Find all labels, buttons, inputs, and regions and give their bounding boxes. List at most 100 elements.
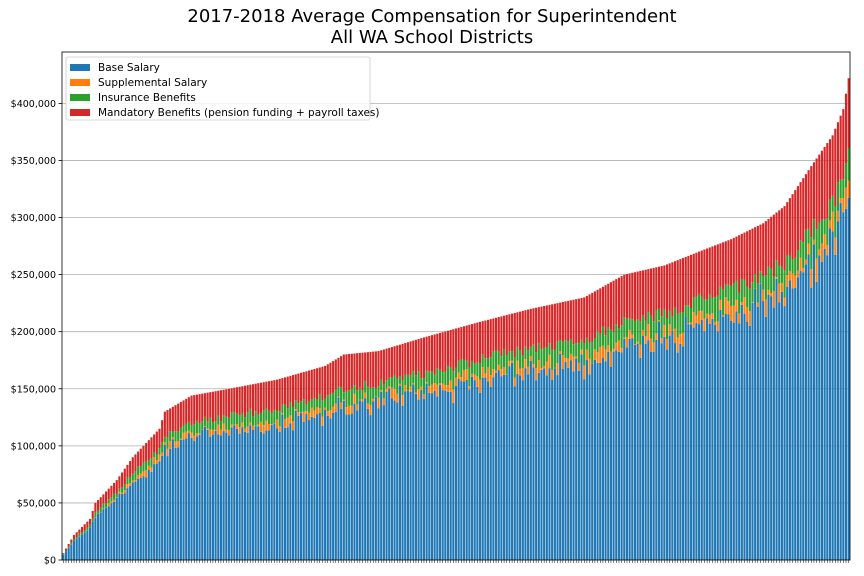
bar-segment	[420, 386, 423, 390]
bar-segment	[628, 329, 631, 339]
bar-segment	[735, 236, 738, 281]
bar-segment	[724, 241, 727, 285]
bar-segment	[308, 412, 311, 421]
bar-segment	[644, 343, 647, 560]
bar-segment	[155, 463, 158, 560]
bar-segment	[169, 441, 172, 449]
bar-segment	[673, 307, 677, 329]
bar-stack	[751, 228, 754, 560]
bar-stack	[80, 526, 84, 560]
bar-segment	[113, 493, 116, 500]
bar-segment	[217, 415, 220, 425]
bar-segment	[529, 356, 532, 361]
bar-segment	[182, 439, 185, 560]
bar-segment	[126, 477, 129, 485]
bar-segment	[617, 328, 621, 341]
bar-segment	[612, 351, 615, 560]
bar-segment	[169, 431, 172, 442]
bar-segment	[324, 407, 327, 411]
bar-segment	[665, 349, 669, 560]
bar-segment	[478, 392, 482, 560]
bar-segment	[187, 433, 190, 560]
bar-segment	[497, 370, 500, 560]
bar-segment	[500, 376, 503, 560]
bar-segment	[497, 351, 500, 365]
bar-segment	[633, 320, 637, 345]
bar-segment	[524, 368, 527, 560]
bar-stack	[820, 150, 824, 560]
bar-segment	[639, 321, 642, 345]
bar-segment	[508, 366, 511, 560]
bar-segment	[503, 374, 506, 560]
bar-segment	[665, 339, 669, 350]
bar-segment	[129, 476, 132, 484]
bar-stack	[636, 271, 639, 560]
bar-segment	[342, 399, 345, 401]
bar-segment	[617, 277, 621, 329]
bar-stack	[652, 267, 655, 560]
bar-segment	[241, 413, 244, 423]
bar-stack	[687, 255, 690, 560]
bar-segment	[249, 425, 252, 560]
bar-segment	[532, 344, 535, 364]
bar-segment	[692, 253, 695, 298]
bar-segment	[267, 381, 271, 411]
bar-segment	[593, 359, 596, 560]
bar-stack	[153, 434, 156, 560]
bar-segment	[631, 272, 634, 320]
bar-stack	[770, 216, 773, 560]
bar-stack	[243, 385, 247, 560]
bar-segment	[257, 424, 260, 427]
bar-segment	[324, 398, 327, 408]
bar-segment	[834, 254, 837, 560]
bar-segment	[417, 388, 420, 400]
bar-segment	[126, 488, 129, 560]
bar-stack	[802, 178, 805, 560]
bar-segment	[388, 347, 391, 378]
bar-stack	[516, 312, 519, 560]
bar-stack	[171, 406, 174, 560]
bar-segment	[364, 392, 367, 399]
bar-segment	[764, 316, 767, 560]
bar-segment	[671, 331, 674, 560]
bar-segment	[316, 407, 319, 415]
bar-segment	[209, 436, 212, 560]
bar-segment	[828, 220, 832, 229]
bar-segment	[751, 302, 754, 560]
bar-segment	[516, 360, 519, 374]
bar-segment	[735, 280, 738, 300]
bar-segment	[577, 343, 580, 363]
bar-stack	[639, 270, 642, 560]
bar-segment	[364, 352, 367, 382]
bar-segment	[706, 299, 709, 314]
bar-segment	[398, 375, 401, 384]
bar-segment	[508, 360, 511, 367]
bar-segment	[222, 423, 225, 432]
bar-segment	[353, 403, 356, 560]
bar-segment	[786, 287, 789, 560]
bar-segment	[692, 312, 695, 328]
bar-stack	[492, 318, 495, 560]
bar-segment	[826, 143, 829, 219]
bar-segment	[238, 433, 241, 560]
bar-segment	[316, 368, 319, 400]
bar-segment	[660, 316, 663, 338]
bar-segment	[129, 485, 132, 560]
bar-stack	[508, 314, 511, 560]
bar-segment	[695, 315, 698, 323]
bar-segment	[291, 430, 295, 560]
bar-segment	[756, 283, 759, 303]
bar-segment	[105, 503, 108, 508]
bar-segment	[551, 369, 554, 381]
bar-segment	[511, 362, 514, 560]
bar-segment	[767, 218, 770, 267]
bar-segment	[847, 78, 850, 149]
bar-segment	[86, 530, 89, 560]
bar-segment	[470, 373, 474, 377]
bar-segment	[810, 268, 813, 288]
bar-stack	[273, 380, 276, 560]
bar-segment	[591, 363, 594, 560]
bar-segment	[238, 415, 241, 428]
bar-segment	[227, 388, 231, 418]
bar-segment	[436, 396, 439, 560]
